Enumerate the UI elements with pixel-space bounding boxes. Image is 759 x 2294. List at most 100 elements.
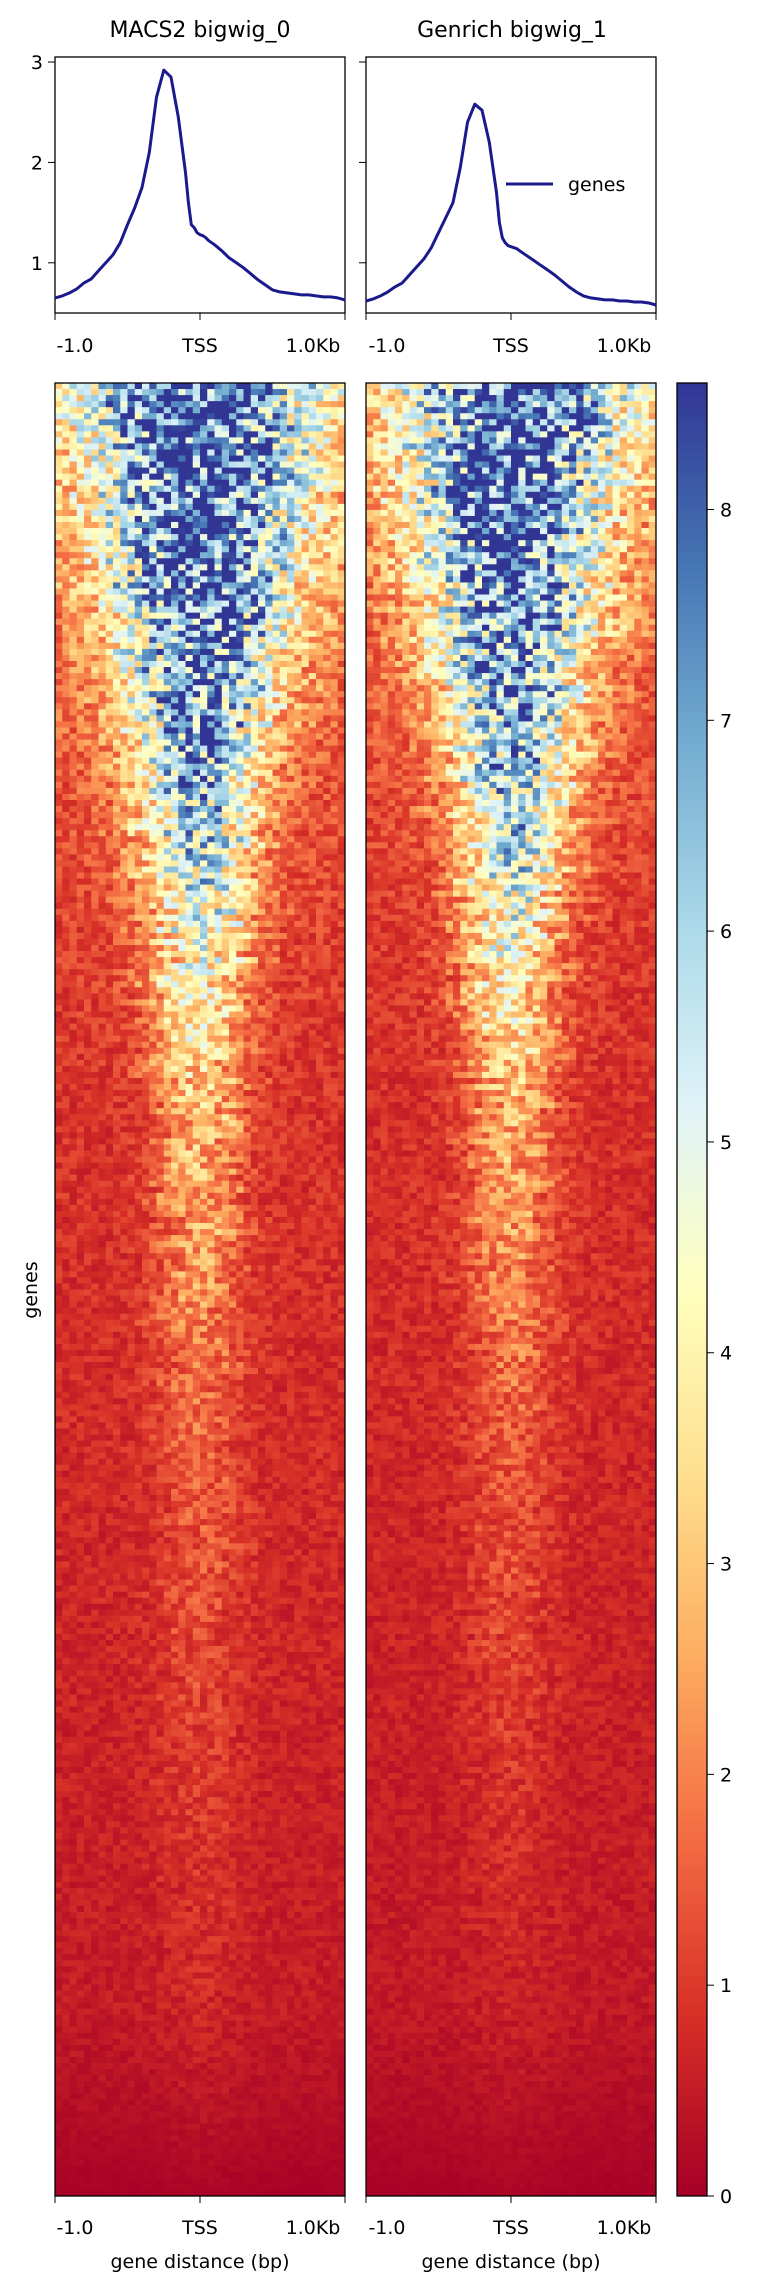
heatmap-cell bbox=[338, 631, 346, 637]
heatmap-cell bbox=[236, 746, 244, 752]
heatmap-cell bbox=[84, 504, 92, 510]
heatmap-cell bbox=[236, 631, 244, 637]
heatmap-cell bbox=[91, 631, 99, 637]
heatmap-cell bbox=[178, 866, 186, 872]
heatmap-cell bbox=[91, 552, 99, 558]
heatmap-cell bbox=[135, 601, 143, 607]
heatmap-cell bbox=[331, 1090, 339, 1096]
heatmap-cell bbox=[55, 607, 63, 613]
heatmap-cell bbox=[149, 800, 157, 806]
heatmap-cell bbox=[178, 909, 186, 915]
heatmap-cell bbox=[62, 474, 70, 480]
heatmap-cell bbox=[113, 1018, 121, 1024]
heatmap-cell bbox=[309, 468, 317, 474]
heatmap-cell bbox=[258, 1066, 266, 1072]
heatmap-cell bbox=[258, 854, 266, 860]
heatmap-cell bbox=[265, 993, 273, 999]
heatmap-cell bbox=[55, 595, 63, 601]
heatmap-cell bbox=[135, 969, 143, 975]
heatmap-cell bbox=[106, 1018, 114, 1024]
heatmap-cell bbox=[77, 1096, 85, 1102]
heatmap-cell bbox=[178, 800, 186, 806]
heatmap-cell bbox=[222, 1012, 230, 1018]
heatmap-cell bbox=[244, 601, 252, 607]
heatmap-cell bbox=[222, 474, 230, 480]
heatmap-cell bbox=[244, 534, 252, 540]
heatmap-cell bbox=[309, 1114, 317, 1120]
heatmap-cell bbox=[142, 1108, 150, 1114]
heatmap-cell bbox=[244, 1126, 252, 1132]
heatmap-cell bbox=[229, 528, 237, 534]
heatmap-cell bbox=[171, 480, 179, 486]
heatmap-cell bbox=[178, 540, 186, 546]
heatmap-cell bbox=[149, 860, 157, 866]
heatmap-cell bbox=[193, 462, 201, 468]
heatmap-cell bbox=[149, 631, 157, 637]
heatmap-cell bbox=[149, 1048, 157, 1054]
heatmap-cell bbox=[323, 1030, 331, 1036]
heatmap-cell bbox=[229, 812, 237, 818]
heatmap-cell bbox=[164, 383, 172, 389]
heatmap-cell bbox=[142, 1066, 150, 1072]
heatmap-cell bbox=[207, 510, 215, 516]
heatmap-cell bbox=[287, 993, 295, 999]
heatmap-cell bbox=[309, 897, 317, 903]
heatmap-cell bbox=[215, 1060, 223, 1066]
heatmap-cell bbox=[280, 848, 288, 854]
heatmap-cell bbox=[323, 836, 331, 842]
heatmap-cell bbox=[215, 1120, 223, 1126]
heatmap-cell bbox=[215, 776, 223, 782]
heatmap-cell bbox=[316, 492, 324, 498]
heatmap-cell bbox=[62, 673, 70, 679]
heatmap-cell bbox=[157, 1120, 165, 1126]
heatmap-cell bbox=[178, 534, 186, 540]
heatmap-cell bbox=[222, 643, 230, 649]
heatmap-cell bbox=[178, 721, 186, 727]
heatmap-cell bbox=[171, 709, 179, 715]
heatmap-cell bbox=[294, 492, 302, 498]
heatmap-cell bbox=[99, 462, 107, 468]
heatmap-cell bbox=[84, 474, 92, 480]
heatmap-cell bbox=[106, 963, 114, 969]
heatmap-cell bbox=[207, 963, 215, 969]
heatmap-cell bbox=[77, 776, 85, 782]
heatmap-cell bbox=[265, 848, 273, 854]
heatmap-cell bbox=[338, 740, 346, 746]
heatmap-cell bbox=[91, 1090, 99, 1096]
heatmap-cell bbox=[236, 401, 244, 407]
heatmap-cell bbox=[287, 915, 295, 921]
heatmap-cell bbox=[106, 486, 114, 492]
heatmap-cell bbox=[200, 740, 208, 746]
heatmap-cell bbox=[302, 848, 310, 854]
heatmap-cell bbox=[280, 468, 288, 474]
heatmap-cell bbox=[77, 637, 85, 643]
heatmap-cell bbox=[193, 746, 201, 752]
heatmap-cell bbox=[302, 879, 310, 885]
heatmap-cell bbox=[338, 1090, 346, 1096]
heatmap-cell bbox=[84, 842, 92, 848]
heatmap-cell bbox=[164, 758, 172, 764]
heatmap-cell bbox=[106, 1066, 114, 1072]
heatmap-cell bbox=[280, 601, 288, 607]
heatmap-cell bbox=[106, 1072, 114, 1078]
heatmap-cell bbox=[302, 709, 310, 715]
heatmap-cell bbox=[106, 564, 114, 570]
heatmap-cell bbox=[207, 661, 215, 667]
heatmap-cell bbox=[113, 468, 121, 474]
heatmap-cell bbox=[302, 588, 310, 594]
heatmap-cell bbox=[215, 746, 223, 752]
heatmap-cell bbox=[294, 540, 302, 546]
heatmap-cell bbox=[91, 1018, 99, 1024]
heatmap-cell bbox=[135, 1126, 143, 1132]
heatmap-cell bbox=[171, 449, 179, 455]
heatmap-cell bbox=[207, 564, 215, 570]
heatmap-cell bbox=[113, 812, 121, 818]
heatmap-cell bbox=[207, 1005, 215, 1011]
heatmap-cell bbox=[106, 909, 114, 915]
heatmap-cell bbox=[244, 999, 252, 1005]
heatmap-cell bbox=[244, 619, 252, 625]
heatmap-cell bbox=[164, 546, 172, 552]
heatmap-cell bbox=[338, 866, 346, 872]
heatmap-cell bbox=[142, 1030, 150, 1036]
heatmap-cell bbox=[258, 613, 266, 619]
